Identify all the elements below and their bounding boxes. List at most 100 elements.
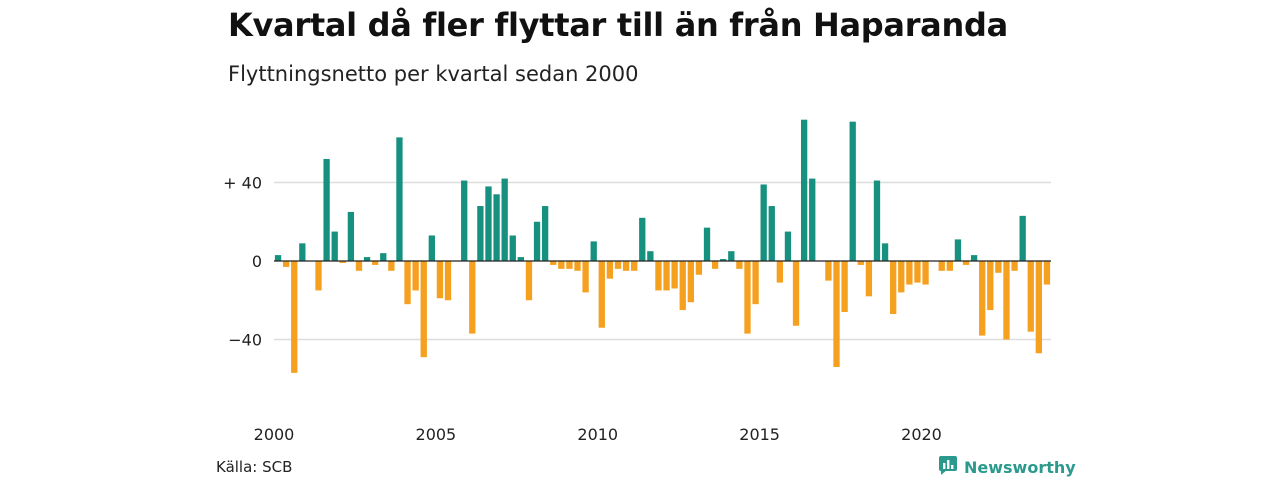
bar bbox=[363, 257, 371, 261]
bar bbox=[388, 261, 395, 271]
y-tick-label: 0 bbox=[252, 252, 262, 271]
bar bbox=[809, 178, 816, 261]
bar bbox=[776, 261, 784, 283]
bar bbox=[849, 121, 856, 261]
bar bbox=[444, 261, 452, 301]
bar bbox=[631, 261, 638, 271]
bar bbox=[987, 261, 994, 311]
bar bbox=[477, 206, 484, 261]
bar bbox=[541, 206, 549, 261]
y-axis-labels: + 40 0 −40 bbox=[223, 174, 262, 350]
bar bbox=[606, 261, 614, 279]
bar bbox=[954, 239, 962, 261]
bar bbox=[1019, 215, 1026, 261]
bar bbox=[720, 259, 727, 261]
bar bbox=[436, 261, 444, 299]
bar bbox=[663, 261, 670, 291]
bar bbox=[412, 261, 419, 291]
bar bbox=[501, 178, 508, 261]
bar bbox=[598, 261, 605, 328]
bar bbox=[347, 211, 355, 261]
source-note: Källa: SCB bbox=[216, 458, 293, 476]
bar bbox=[282, 261, 290, 267]
bar bbox=[566, 261, 573, 269]
bar bbox=[768, 206, 775, 261]
bar bbox=[695, 261, 703, 275]
bar bbox=[323, 158, 330, 261]
bar bbox=[574, 261, 581, 271]
bar bbox=[906, 261, 913, 285]
bar bbox=[614, 261, 622, 269]
bar bbox=[380, 253, 387, 261]
bar bbox=[339, 261, 346, 263]
chart-subtitle: Flyttningsnetto per kvartal sedan 2000 bbox=[228, 62, 639, 86]
bar bbox=[890, 261, 897, 314]
bar bbox=[922, 261, 929, 285]
bar bbox=[558, 261, 565, 269]
bar bbox=[517, 257, 525, 261]
x-tick-label: 2010 bbox=[577, 425, 618, 444]
bar bbox=[687, 261, 694, 303]
bar bbox=[671, 261, 678, 289]
x-tick-label: 2000 bbox=[254, 425, 295, 444]
bar bbox=[914, 261, 921, 283]
bar bbox=[784, 231, 792, 261]
brand-name: Newsworthy bbox=[964, 457, 1076, 477]
bar bbox=[995, 261, 1002, 273]
bars bbox=[274, 119, 1051, 373]
y-tick-label: −40 bbox=[228, 331, 262, 350]
y-tick-label: + 40 bbox=[223, 174, 262, 193]
bar bbox=[655, 261, 662, 291]
bar bbox=[274, 255, 282, 261]
bar bbox=[825, 261, 832, 281]
bar bbox=[1027, 261, 1034, 332]
bar bbox=[711, 261, 719, 269]
grid-lines bbox=[274, 181, 1051, 341]
bar bbox=[291, 261, 298, 373]
bar bbox=[752, 261, 759, 305]
bar bbox=[485, 186, 492, 262]
bar bbox=[590, 241, 597, 262]
bar bbox=[703, 227, 711, 261]
bar-chart: + 40 0 −40 2000 2005 2010 2015 2020 bbox=[223, 119, 1051, 444]
bar bbox=[622, 261, 630, 271]
bar bbox=[1011, 261, 1018, 271]
bar bbox=[509, 235, 516, 261]
bar bbox=[331, 231, 338, 261]
bar bbox=[865, 261, 873, 297]
bar bbox=[420, 261, 427, 358]
bar bbox=[833, 261, 840, 367]
x-tick-label: 2020 bbox=[901, 425, 942, 444]
bar bbox=[1043, 261, 1051, 285]
bar bbox=[372, 261, 379, 265]
bar bbox=[979, 261, 986, 336]
newsworthy-logo-icon bbox=[938, 455, 958, 479]
x-tick-label: 2015 bbox=[739, 425, 780, 444]
bar bbox=[962, 261, 970, 265]
bar bbox=[679, 261, 686, 311]
bar bbox=[550, 261, 557, 265]
bar bbox=[647, 251, 654, 261]
bar bbox=[533, 221, 541, 261]
bar bbox=[355, 261, 363, 271]
bar bbox=[792, 261, 800, 326]
bar bbox=[728, 251, 735, 261]
bar bbox=[1003, 261, 1010, 340]
bar bbox=[760, 184, 767, 261]
x-axis-labels: 2000 2005 2010 2015 2020 bbox=[254, 425, 942, 444]
bar bbox=[315, 261, 322, 291]
bar bbox=[461, 180, 468, 261]
bar bbox=[970, 255, 978, 261]
bar bbox=[736, 261, 743, 269]
bar bbox=[873, 180, 881, 261]
bar bbox=[396, 137, 403, 261]
brand-logo[interactable]: Newsworthy bbox=[938, 455, 1076, 479]
x-tick-label: 2005 bbox=[416, 425, 457, 444]
bar bbox=[428, 235, 435, 261]
bar bbox=[299, 243, 306, 261]
bar bbox=[800, 119, 808, 261]
bar bbox=[881, 243, 889, 261]
bar bbox=[946, 261, 953, 271]
bar bbox=[744, 261, 751, 334]
bar bbox=[469, 261, 476, 334]
